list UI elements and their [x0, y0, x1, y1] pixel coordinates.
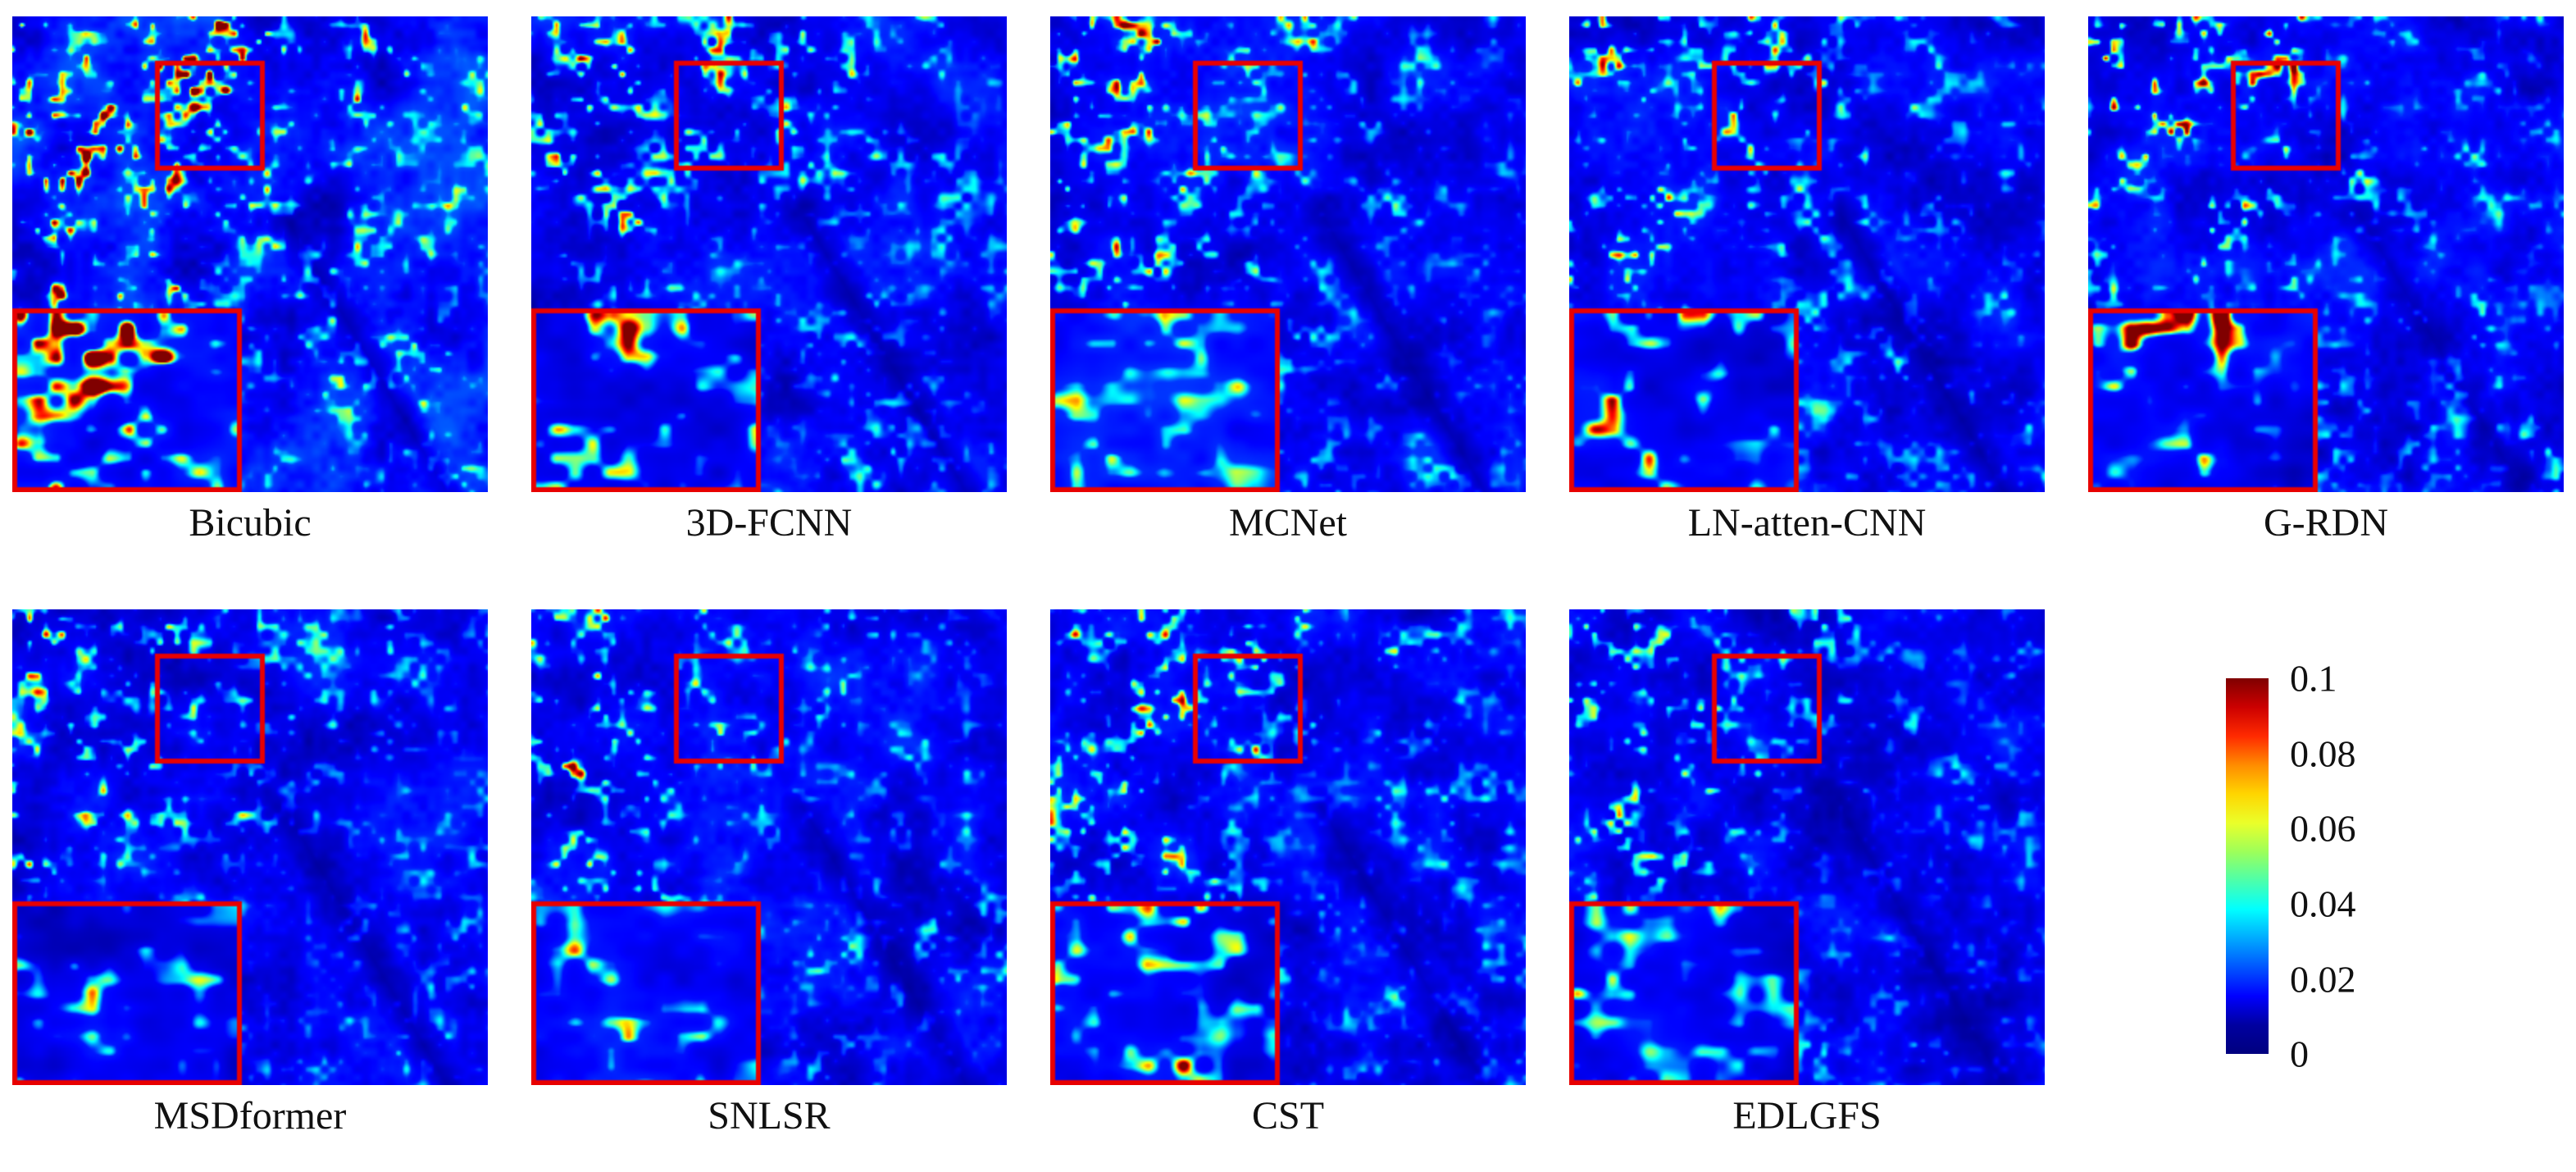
- panel-label: MCNet: [1229, 501, 1347, 545]
- colorbar: 0.1 0.08 0.06 0.04 0.02 0: [2226, 658, 2496, 1075]
- colorbar-tick: 0.02: [2290, 958, 2356, 1001]
- error-heatmap-edlgfs: [1569, 609, 2045, 1086]
- error-map-panel-1: Bicubic: [12, 16, 488, 545]
- colorbar-tick: 0.04: [2290, 882, 2356, 925]
- colorbar-tick: 0: [2290, 1033, 2309, 1075]
- panel-label: 3D-FCNN: [685, 501, 853, 545]
- error-map-panel-5: G-RDN: [2088, 16, 2564, 545]
- colorbar-tick: 0.08: [2290, 732, 2356, 775]
- error-map-panel-4: LN-atten-CNN: [1569, 16, 2045, 545]
- error-heatmap-snlsr: [531, 609, 1007, 1086]
- error-heatmap-bicubic: [12, 16, 488, 492]
- panel-label: MSDformer: [153, 1094, 347, 1138]
- figure-row-2: MSDformer SNLSR CST EDLGFS 0.1 0.08 0.06…: [0, 609, 2576, 1138]
- error-heatmap-mcnet: [1050, 16, 1526, 492]
- panel-label: CST: [1251, 1094, 1325, 1138]
- panel-label: Bicubic: [189, 501, 312, 545]
- colorbar-tick: 0.1: [2290, 657, 2337, 700]
- error-heatmap-cst: [1050, 609, 1526, 1086]
- error-map-panel-2: 3D-FCNN: [531, 16, 1007, 545]
- colorbar-tick: 0.06: [2290, 807, 2356, 850]
- panel-label: G-RDN: [2264, 501, 2388, 545]
- error-heatmap-msdformer: [12, 609, 488, 1086]
- error-map-panel-9: EDLGFS: [1569, 609, 2045, 1138]
- error-map-panel-6: MSDformer: [12, 609, 488, 1138]
- error-heatmap-g-rdn: [2088, 16, 2564, 492]
- colorbar-gradient: [2226, 678, 2269, 1055]
- panel-label: SNLSR: [708, 1094, 831, 1138]
- panel-label: LN-atten-CNN: [1687, 501, 1927, 545]
- error-map-panel-7: SNLSR: [531, 609, 1007, 1138]
- error-heatmap-ln-atten-cnn: [1569, 16, 2045, 492]
- panel-label: EDLGFS: [1732, 1094, 1882, 1138]
- figure-row-1: Bicubic 3D-FCNN MCNet LN-atten-CNN G-RDN: [0, 16, 2576, 545]
- error-map-panel-8: CST: [1050, 609, 1526, 1138]
- error-map-figure: Bicubic 3D-FCNN MCNet LN-atten-CNN G-RDN…: [0, 16, 2576, 1138]
- colorbar-slot: 0.1 0.08 0.06 0.04 0.02 0: [2088, 609, 2564, 1085]
- error-map-panel-3: MCNet: [1050, 16, 1526, 545]
- error-heatmap-3d-fcnn: [531, 16, 1007, 492]
